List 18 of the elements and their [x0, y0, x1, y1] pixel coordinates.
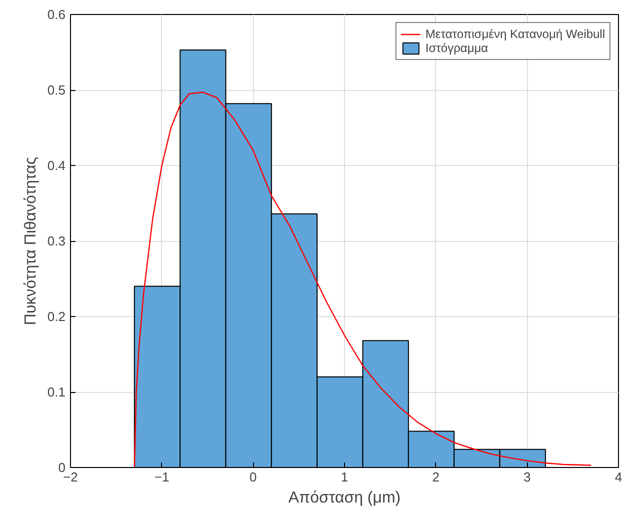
legend-label: Ιστόγραμμα [425, 41, 488, 55]
y-tick-label: 0.1 [47, 384, 66, 400]
line-series [134, 92, 592, 468]
y-tick-label: 0.5 [47, 82, 66, 98]
y-tick-label: 0.2 [47, 309, 66, 324]
x-tick-label: 3 [524, 470, 531, 484]
x-axis-title: Απόσταση (μm) [288, 490, 401, 506]
legend-label: Μετατοπισμένη Κατανομή Weibull [425, 27, 605, 41]
y-tick-label: 0 [58, 460, 66, 475]
y-tick-label: 0.4 [47, 158, 66, 173]
x-tick-label: 2 [432, 470, 440, 484]
y-tick-label: 0.6 [47, 7, 66, 22]
x-tick-label: 0 [250, 470, 257, 484]
y-axis-title: Πυκνότητα Πιθανότητας [22, 156, 40, 326]
x-tick-label: 1 [340, 470, 348, 484]
y-tick-label: 0.3 [47, 234, 66, 248]
x-tick-label: −1 [154, 470, 170, 484]
x-tick-label: 4 [614, 470, 622, 484]
